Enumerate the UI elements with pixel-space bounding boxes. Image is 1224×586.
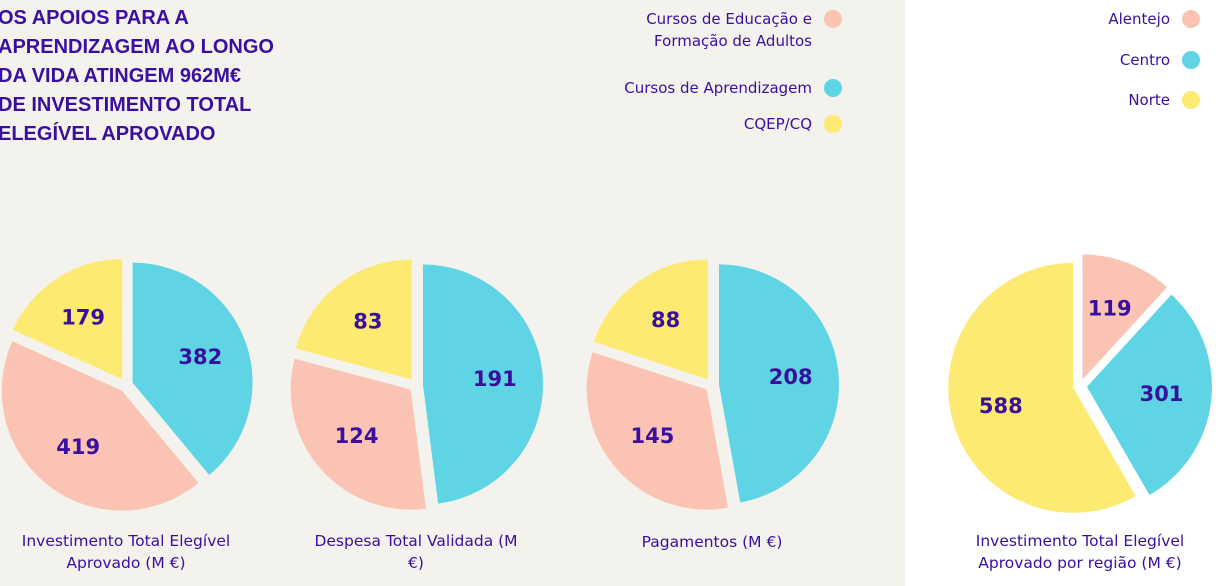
pie-slice	[295, 259, 412, 380]
legend-label: Centro	[1119, 51, 1170, 69]
pie-slice	[132, 262, 253, 475]
legend-label: Cursos de Aprendizagem	[624, 79, 812, 97]
data-label: 88	[651, 308, 680, 332]
title-line: DA VIDA ATINGEM 962M€	[0, 65, 241, 87]
pie-slice	[948, 262, 1136, 513]
legend-label: CQEP/CQ	[743, 115, 812, 133]
data-label: 301	[1140, 382, 1184, 406]
data-label: 419	[56, 435, 100, 459]
legend-label: Norte	[1128, 91, 1170, 109]
legend-swatch	[1182, 91, 1200, 109]
data-label: 124	[335, 424, 379, 448]
data-label: 119	[1088, 297, 1132, 321]
data-label: 83	[353, 309, 382, 333]
legend-swatch	[824, 79, 842, 97]
pie-caption: Investimento Total Elegível Aprovado (M …	[21, 532, 231, 572]
pie-slice	[12, 259, 123, 380]
legend-swatch	[824, 10, 842, 28]
title-line: DE INVESTIMENTO TOTAL	[0, 94, 252, 116]
legend-swatch	[1182, 10, 1200, 28]
pie-caption: Pagamentos (M €)	[641, 533, 783, 551]
data-label: 208	[769, 365, 813, 389]
legend-swatch	[1182, 51, 1200, 69]
legend-label: Cursos de Educação e Formação de Adultos	[646, 10, 812, 50]
pie-caption: Investimento Total Elegível Aprovado por…	[975, 532, 1185, 572]
data-label: 191	[473, 367, 517, 391]
data-label: 145	[630, 424, 674, 448]
pie-slice	[1086, 294, 1212, 496]
legend-label: Alentejo	[1108, 10, 1170, 28]
title-line: ELEGÍVEL APROVADO	[0, 123, 216, 145]
pie-caption: Despesa Total Validada (M €)	[314, 532, 518, 572]
pie-slice	[593, 259, 708, 380]
pie-slice	[290, 358, 426, 510]
pie-slice	[1082, 254, 1167, 380]
data-label: 179	[61, 306, 105, 330]
data-label: 382	[178, 345, 222, 369]
title-line: APRENDIZAGEM AO LONGO	[0, 36, 274, 58]
pie-slice	[422, 264, 543, 504]
pie-slice	[718, 264, 839, 503]
data-label: 588	[979, 394, 1023, 418]
pie-slice	[586, 352, 728, 510]
legend-swatch	[824, 115, 842, 133]
title-line: OS APOIOS PARA A	[0, 7, 189, 29]
pie-slice	[1, 341, 199, 511]
